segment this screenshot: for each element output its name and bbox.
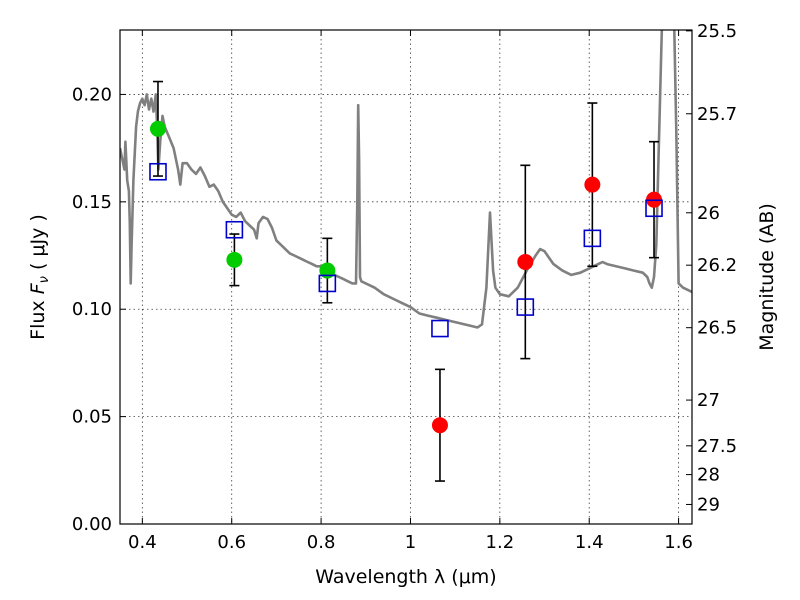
model-photometry-point-0 <box>149 162 167 181</box>
x-tick-label-0: 0.4 <box>128 532 157 553</box>
green-points-point-1 <box>226 251 243 268</box>
y2-axis-label: Magnitude (AB) <box>756 203 778 351</box>
y-tick-label-0: 0.00 <box>72 514 112 535</box>
model-photometry-point-6 <box>645 199 663 218</box>
y-axis-label: Flux Fν ( μJy ) <box>27 214 52 340</box>
red-points-point-2 <box>584 176 601 193</box>
data-markers <box>149 120 663 434</box>
y-tick-label-4: 0.20 <box>72 84 112 105</box>
spectrum-line <box>120 30 692 329</box>
error-bars <box>152 80 660 482</box>
x-tick-label-6: 1.6 <box>664 532 693 553</box>
x-tick-label-2: 0.8 <box>307 532 336 553</box>
y2-tick-label-4: 26.5 <box>697 318 737 339</box>
y2-tick-label-2: 26 <box>697 203 720 224</box>
y2-tick-label-3: 26.2 <box>697 255 737 276</box>
model-spectrum <box>120 30 692 329</box>
green-points-point-0 <box>149 120 166 137</box>
model-photometry-point-5 <box>583 229 602 248</box>
x-axis-ticks: 0.4 0.6 0.8 1 1.2 1.4 1.6 <box>128 30 693 553</box>
red-points-point-1 <box>517 253 534 270</box>
y-tick-label-3: 0.15 <box>72 192 112 213</box>
grid <box>120 30 692 525</box>
y2-tick-label-8: 29 <box>697 494 720 515</box>
model-photometry-point-4 <box>516 298 535 316</box>
model-photometry-point-3 <box>431 319 449 338</box>
green-points-point-2 <box>319 262 336 279</box>
x-tick-label-5: 1.4 <box>575 532 604 553</box>
x-tick-label-1: 0.6 <box>217 532 246 553</box>
y2-tick-label-6: 27.5 <box>697 436 737 457</box>
y-tick-label-2: 0.10 <box>72 299 112 320</box>
y2-axis-ticks: 25.5 25.7 26 26.2 26.5 27 27.5 28 29 <box>686 21 737 515</box>
y2-tick-label-1: 25.7 <box>697 104 737 125</box>
y-axis-ticks: 0.00 0.05 0.10 0.15 0.20 <box>72 84 126 535</box>
y2-tick-label-0: 25.5 <box>697 21 737 42</box>
model-photometry-point-1 <box>225 220 244 239</box>
y-tick-label-1: 0.05 <box>72 407 112 428</box>
x-axis-label: Wavelength λ (μm) <box>315 566 496 588</box>
y2-tick-label-7: 28 <box>697 465 720 486</box>
x-tick-label-4: 1.2 <box>486 532 515 553</box>
plot-frame <box>119 29 693 525</box>
red-points-point-0 <box>431 417 448 434</box>
x-tick-label-3: 1 <box>405 532 416 553</box>
model-photometry-point-2 <box>318 274 337 293</box>
y2-tick-label-5: 27 <box>697 390 720 411</box>
